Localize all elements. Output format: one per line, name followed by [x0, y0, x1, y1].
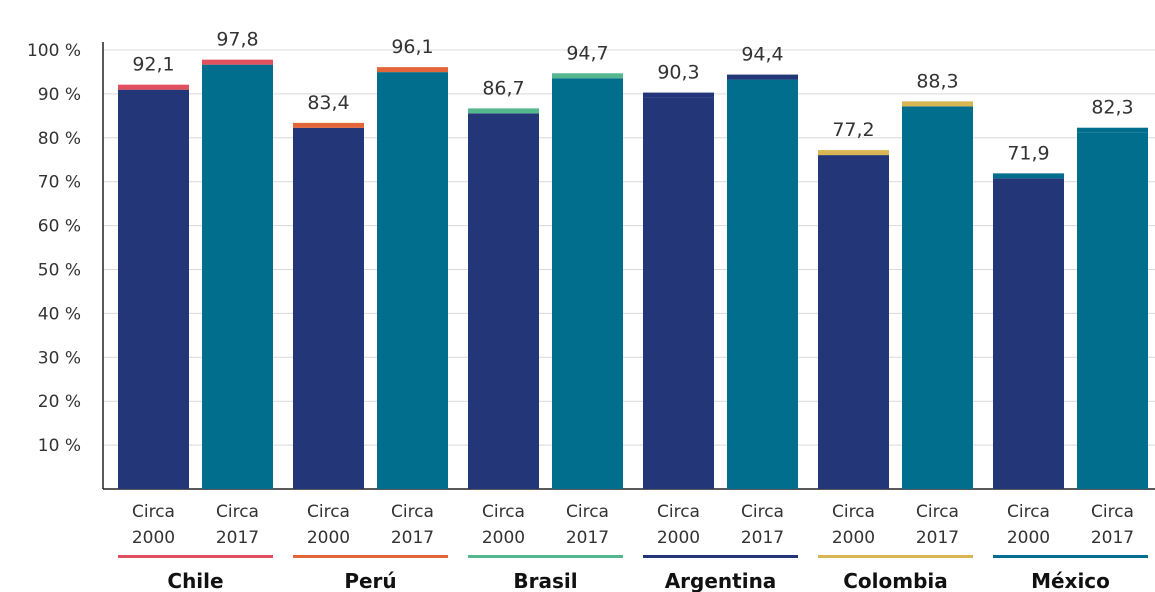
- group-underline: [468, 555, 623, 558]
- x-tick-label-line1: Circa: [482, 502, 525, 522]
- x-tick-label-line1: Circa: [391, 502, 434, 522]
- data-label: 82,3: [1091, 97, 1133, 119]
- bar-cap-perú-1: [377, 67, 448, 73]
- bar-argentina-1: [727, 79, 798, 490]
- bar-cap-chile-1: [202, 59, 273, 65]
- data-label: 92,1: [132, 54, 174, 76]
- y-tick-label: 70 %: [38, 173, 81, 193]
- x-tick-label-line1: Circa: [216, 502, 259, 522]
- bar-cap-méxico-0: [993, 173, 1064, 179]
- bar-cap-argentina-1: [727, 74, 798, 80]
- group-label: Perú: [344, 569, 396, 592]
- bar-cap-chile-0: [118, 84, 189, 90]
- bar-méxico-0: [993, 178, 1064, 489]
- bar-cap-colombia-0: [818, 150, 889, 156]
- y-tick-label: 60 %: [38, 217, 81, 237]
- x-tick-label-line2: 2000: [657, 528, 700, 548]
- bar-colombia-0: [818, 155, 889, 490]
- x-tick-label-line2: 2017: [916, 528, 959, 548]
- data-label: 77,2: [832, 119, 874, 141]
- bar-perú-1: [377, 72, 448, 489]
- x-tick-label-line1: Circa: [1007, 502, 1050, 522]
- x-tick-label-line2: 2017: [216, 528, 259, 548]
- x-tick-label-line1: Circa: [741, 502, 784, 522]
- bar-perú-0: [293, 127, 364, 490]
- y-tick-label: 40 %: [38, 304, 81, 324]
- x-tick-label-line1: Circa: [307, 502, 350, 522]
- x-tick-label-line2: 2017: [566, 528, 609, 548]
- data-label: 96,1: [391, 36, 433, 58]
- x-tick-label-line2: 2000: [482, 528, 525, 548]
- x-tick-label-line1: Circa: [1091, 502, 1134, 522]
- group-label: Brasil: [513, 569, 577, 592]
- group-underline: [643, 555, 798, 558]
- group-label: Chile: [167, 569, 223, 592]
- bar-cap-argentina-0: [643, 92, 714, 98]
- bar-chile-1: [202, 64, 273, 490]
- x-tick-label-line2: 2000: [307, 528, 350, 548]
- x-tick-label-line1: Circa: [566, 502, 609, 522]
- bar-argentina-0: [643, 97, 714, 489]
- x-tick-label-line1: Circa: [132, 502, 175, 522]
- x-tick-label-line1: Circa: [657, 502, 700, 522]
- bar-cap-méxico-1: [1077, 127, 1148, 133]
- data-label: 97,8: [216, 29, 258, 51]
- x-tick-label-line2: 2017: [741, 528, 784, 548]
- x-tick-label-line2: 2017: [1091, 528, 1134, 548]
- bar-cap-brasil-1: [552, 73, 623, 79]
- data-label: 83,4: [307, 92, 349, 114]
- y-tick-label: 80 %: [38, 129, 81, 149]
- group-underline: [293, 555, 448, 558]
- x-tick-label-line1: Circa: [832, 502, 875, 522]
- y-tick-label: 100 %: [27, 41, 81, 61]
- group-underline: [818, 555, 973, 558]
- group-underline: [993, 555, 1148, 558]
- bar-cap-perú-0: [293, 122, 364, 128]
- x-tick-label-line2: 2017: [391, 528, 434, 548]
- bar-cap-colombia-1: [902, 101, 973, 107]
- x-tick-label-line2: 2000: [832, 528, 875, 548]
- data-label: 90,3: [657, 62, 699, 84]
- y-tick-label: 50 %: [38, 261, 81, 281]
- data-label: 94,7: [566, 42, 608, 64]
- x-tick-label-line2: 2000: [1007, 528, 1050, 548]
- bar-brasil-0: [468, 113, 539, 490]
- data-label: 94,4: [741, 44, 783, 66]
- y-tick-label: 20 %: [38, 392, 81, 412]
- data-label: 88,3: [916, 70, 958, 92]
- data-label: 71,9: [1007, 142, 1049, 164]
- group-label: Colombia: [843, 569, 948, 592]
- x-tick-label-line1: Circa: [916, 502, 959, 522]
- data-label: 86,7: [482, 77, 524, 99]
- bar-cap-brasil-0: [468, 108, 539, 114]
- bar-méxico-1: [1077, 132, 1148, 489]
- bar-chile-0: [118, 89, 189, 489]
- group-label: Argentina: [665, 569, 777, 592]
- y-tick-label: 90 %: [38, 85, 81, 105]
- bar-colombia-1: [902, 106, 973, 489]
- group-label: México: [1031, 569, 1110, 592]
- bar-brasil-1: [552, 78, 623, 489]
- x-tick-label-line2: 2000: [132, 528, 175, 548]
- y-tick-label: 30 %: [38, 348, 81, 368]
- group-underline: [118, 555, 273, 558]
- y-tick-label: 10 %: [38, 436, 81, 456]
